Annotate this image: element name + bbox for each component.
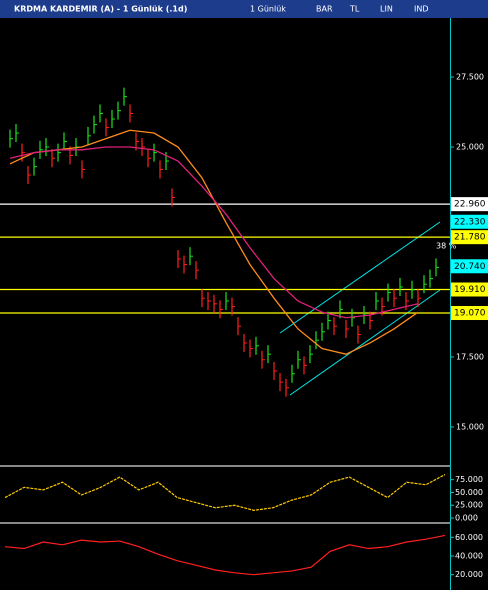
panel-divider bbox=[0, 465, 450, 467]
axis-line bbox=[450, 18, 451, 590]
moving-average bbox=[9, 129, 419, 355]
indicator-line bbox=[4, 474, 446, 511]
y-tick-label: 20.000 bbox=[455, 570, 483, 579]
toolbar-item[interactable]: 1 Günlük bbox=[250, 5, 286, 14]
panel-divider bbox=[0, 522, 450, 524]
toolbar-item[interactable]: BAR bbox=[316, 5, 333, 14]
level-label: 22.330 bbox=[454, 217, 486, 227]
level-box bbox=[451, 230, 488, 245]
level-label: 21.780 bbox=[454, 233, 486, 243]
toolbar-item[interactable]: LIN bbox=[380, 5, 393, 14]
indicator-line bbox=[4, 534, 446, 576]
level-box bbox=[451, 282, 488, 297]
level-box bbox=[451, 197, 488, 212]
y-tick-label: 27.500 bbox=[456, 73, 484, 82]
level-box bbox=[451, 214, 488, 229]
y-tick-label: 60.000 bbox=[455, 533, 483, 542]
level-label: 22.960 bbox=[454, 200, 486, 210]
channel-line bbox=[279, 221, 441, 334]
level-label: 19.910 bbox=[454, 285, 486, 295]
level-label: 20.740 bbox=[454, 262, 486, 272]
toolbar-item[interactable]: TL bbox=[349, 5, 360, 14]
toolbar-item[interactable]: IND bbox=[414, 5, 429, 14]
level-box bbox=[451, 306, 488, 321]
y-tick-label: 25.000 bbox=[456, 143, 484, 152]
y-tick-label: 17.500 bbox=[456, 352, 484, 361]
annotation: 38 % bbox=[436, 242, 457, 251]
channel-line bbox=[289, 289, 441, 396]
y-tick-label: 50.000 bbox=[455, 488, 483, 497]
y-tick-label: 40.000 bbox=[455, 552, 483, 561]
title-bar bbox=[0, 0, 488, 18]
level-box bbox=[451, 259, 488, 274]
y-tick-label: 25.000 bbox=[455, 501, 483, 510]
y-tick-label: 75.000 bbox=[455, 475, 483, 484]
window-title: KRDMA KARDEMIR (A) - 1 Günlük (.1d) bbox=[14, 5, 187, 14]
level-label: 19.070 bbox=[454, 309, 486, 319]
moving-average bbox=[9, 146, 419, 319]
y-tick-label: 15.000 bbox=[456, 422, 484, 431]
y-tick-label: 0.000 bbox=[455, 514, 478, 523]
